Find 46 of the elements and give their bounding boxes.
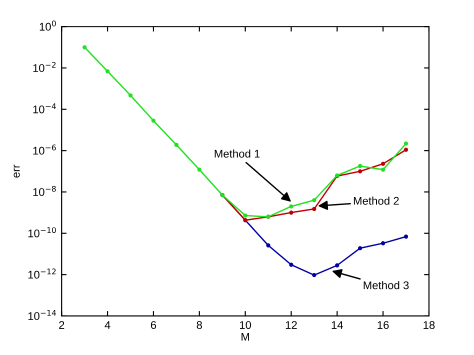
y-axis-title: err [14, 164, 20, 178]
y-tick-label: 10$^{−2}$ [33, 62, 56, 72]
point [312, 198, 316, 202]
x-tick-label: 14 [332, 321, 343, 329]
x-axis-title: M [242, 332, 250, 341]
point [404, 141, 408, 146]
y-tick-label: 10$^{−6}$ [33, 144, 56, 155]
point [380, 168, 386, 172]
y-tick-label: 10$^{−4}$ [33, 103, 56, 114]
x-tick-label: 2 [59, 321, 64, 329]
point [312, 272, 316, 278]
annotation: Method 3 [364, 281, 409, 290]
point [380, 241, 386, 246]
x-tick-label: 10 [240, 321, 252, 329]
x-tick-label: 12 [286, 321, 297, 329]
point [266, 243, 270, 248]
point [312, 206, 316, 212]
y-tick-label: 10$^{−8}$ [33, 186, 56, 196]
y-tick-label: 10$^{−12}$ [28, 268, 56, 279]
point [82, 45, 87, 50]
point [105, 69, 110, 74]
point [358, 246, 362, 250]
y-tick-label: 10$^{−14}$ [28, 310, 56, 320]
x-tick-label: 4 [104, 321, 110, 329]
point [404, 234, 408, 239]
point [380, 162, 386, 166]
point [151, 118, 156, 123]
y-tick-label: 10$^{0}$ [40, 20, 56, 31]
x-tick-label: 16 [378, 321, 389, 329]
point [197, 168, 202, 172]
annotation: Method 2 [354, 196, 399, 205]
annotation: Method 1 [214, 150, 260, 158]
point [289, 262, 294, 267]
point [128, 93, 133, 98]
point [174, 142, 178, 147]
x-tick-label: 8 [196, 321, 202, 329]
y-tick-label: 10$^{−10}$ [28, 227, 56, 238]
x-tick-label: 18 [424, 321, 435, 329]
point [358, 169, 362, 174]
point [335, 263, 340, 268]
point [358, 164, 362, 168]
point [404, 148, 408, 152]
x-tick-label: 6 [150, 321, 156, 329]
point [289, 210, 294, 215]
point [289, 204, 294, 208]
point [243, 213, 248, 218]
